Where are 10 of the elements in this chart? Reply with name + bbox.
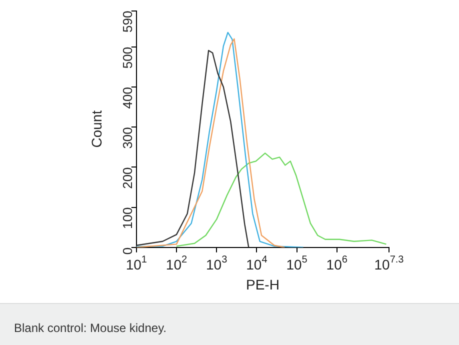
y-tick-label: 300 (120, 127, 135, 149)
y-tick-label: 200 (120, 167, 135, 189)
y-tick-label: 500 (120, 46, 135, 69)
text: Blank control: Mouse kidney. (0, 303, 459, 345)
y-tick-label: 590 (120, 10, 135, 33)
y-tick-label: 400 (120, 86, 135, 109)
y-tick-label: 0 (120, 247, 135, 255)
y-tick-label: 100 (120, 207, 135, 229)
y-axis-title: Count (88, 110, 104, 148)
x-axis-title: PE-H (246, 276, 280, 292)
